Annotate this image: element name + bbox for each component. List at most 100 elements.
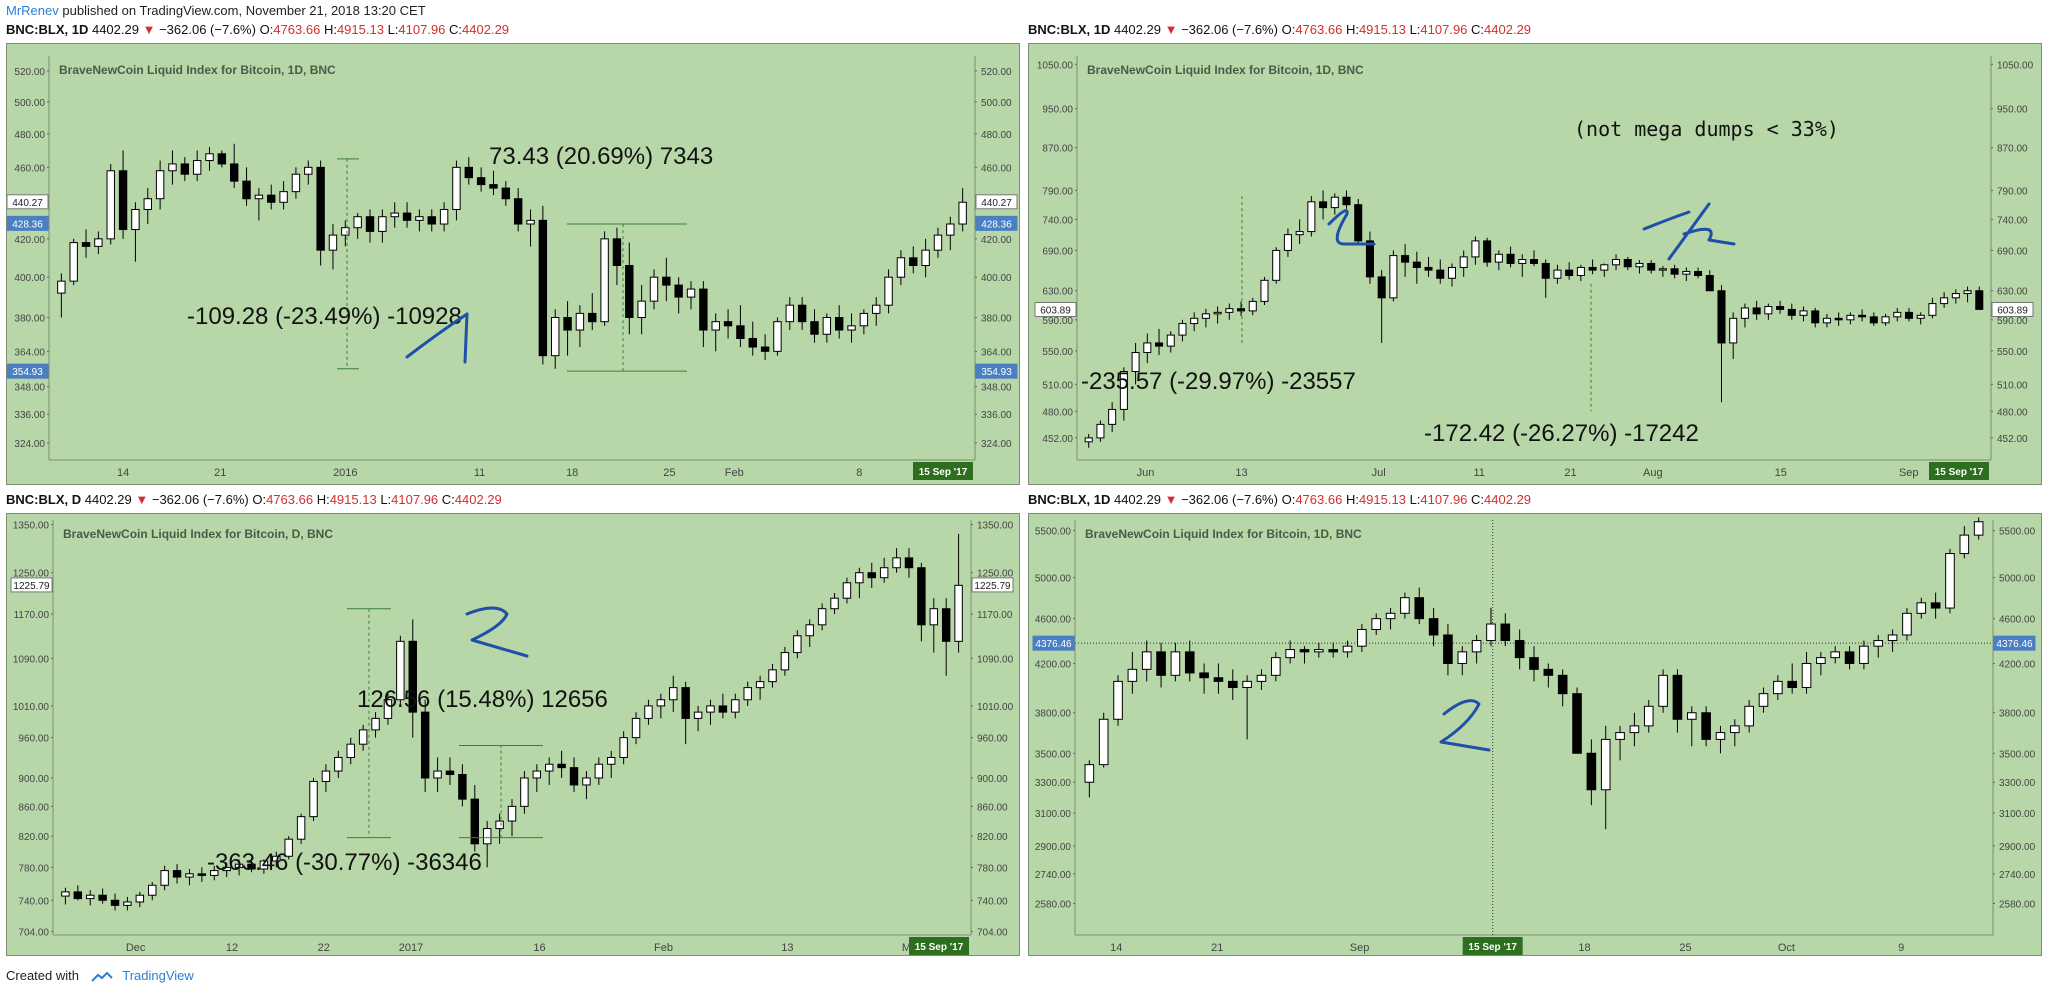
- candle: [1447, 263, 1456, 287]
- candle-body: [1776, 305, 1785, 310]
- candle-body: [284, 838, 293, 857]
- candle: [291, 167, 301, 199]
- candle: [378, 209, 387, 243]
- footer: Created with TradingView: [6, 968, 194, 983]
- x-tick-label: Jun: [1137, 467, 1155, 479]
- candle: [98, 888, 107, 904]
- y-tick-label-left: 1090.00: [13, 654, 50, 665]
- price-tag-box: [7, 194, 49, 210]
- candle: [85, 890, 95, 906]
- open-label: O:: [259, 22, 274, 37]
- price-tag-label: 428.36: [981, 219, 1012, 230]
- candle-body: [1951, 293, 1960, 299]
- y-tick-label-right: 3500.00: [1999, 749, 2036, 760]
- candle-body: [662, 276, 671, 286]
- candle: [1973, 517, 1984, 540]
- candle: [711, 313, 720, 352]
- candle-body: [1529, 657, 1539, 670]
- candle: [1190, 312, 1199, 332]
- candle-body: [180, 163, 190, 175]
- y-tick-label-right: 460.00: [981, 163, 1012, 174]
- candle: [316, 160, 325, 266]
- x-tick-label: 14: [117, 467, 129, 479]
- candle: [222, 862, 231, 878]
- y-tick-label-right: 5500.00: [1999, 527, 2036, 538]
- measure-label: -363.46 (-30.77%) -36346: [207, 849, 482, 876]
- candle-body: [1975, 290, 1984, 310]
- candle: [1730, 719, 1740, 747]
- y-tick-label-left: 630.00: [1042, 287, 1073, 298]
- candle-body: [371, 717, 380, 731]
- candle-body: [1844, 651, 1855, 664]
- candle: [452, 160, 461, 221]
- candle: [1295, 219, 1304, 245]
- author-link[interactable]: MrRenev: [6, 3, 59, 18]
- candle: [1529, 250, 1539, 267]
- candle-body: [1916, 602, 1927, 614]
- candle-body: [743, 687, 752, 701]
- candle: [210, 865, 219, 881]
- low-value: 4107.96: [391, 492, 439, 507]
- candle-body: [1787, 680, 1797, 688]
- candle: [656, 693, 666, 719]
- candle: [834, 305, 844, 339]
- chart-panel-2[interactable]: BraveNewCoin Liquid Index for Bitcoin, 1…: [1028, 43, 2042, 485]
- candle: [768, 664, 777, 688]
- candle: [396, 635, 405, 706]
- candle-body: [1623, 259, 1632, 268]
- y-tick-label-right: 1050.00: [1997, 60, 2034, 71]
- candle-body: [1518, 259, 1527, 264]
- y-tick-label-right: 1090.00: [977, 654, 1014, 665]
- y-tick-label-right: 420.00: [981, 235, 1012, 246]
- y-tick-label-left: 3300.00: [1035, 778, 1072, 789]
- candle-body: [631, 717, 641, 739]
- y-tick-label-left: 1250.00: [13, 569, 50, 580]
- price-tag: 4376.46: [1993, 635, 2036, 651]
- candle-body: [1500, 623, 1511, 642]
- chart-panel-4[interactable]: BraveNewCoin Liquid Index for Bitcoin, 1…: [1028, 513, 2042, 956]
- candle-body: [718, 705, 728, 713]
- candle-body: [1869, 316, 1878, 324]
- price-tag-box: [971, 577, 1014, 593]
- candle: [575, 305, 585, 348]
- candle: [662, 257, 671, 302]
- candle: [272, 851, 281, 868]
- candle-body: [1973, 521, 1984, 536]
- candle-body: [1588, 266, 1597, 271]
- candle-body: [1354, 204, 1363, 242]
- chart-panel-1[interactable]: BraveNewCoin Liquid Index for Bitcoin, 1…: [6, 43, 1020, 485]
- price-tag: 603.89: [1034, 301, 1077, 317]
- candle: [1859, 640, 1869, 670]
- chart-panel-3[interactable]: BraveNewCoin Liquid Index for Bitcoin, D…: [6, 513, 1020, 956]
- tradingview-link[interactable]: TradingView: [122, 968, 194, 983]
- y-tick-label-left: 860.00: [18, 802, 49, 813]
- candle: [1615, 725, 1625, 761]
- candle: [1940, 292, 1949, 308]
- candle: [1500, 613, 1511, 647]
- candle: [1902, 608, 1912, 641]
- candle-body: [321, 770, 331, 782]
- candle: [383, 693, 393, 725]
- candle-body: [1108, 408, 1117, 425]
- y-tick-label-left: 1350.00: [13, 521, 50, 532]
- candle-body: [1371, 618, 1382, 630]
- candle-body: [1342, 196, 1351, 206]
- y-tick-label-right: 3800.00: [1999, 709, 2036, 720]
- candle: [172, 864, 182, 884]
- candle-body: [378, 216, 387, 232]
- candle-body: [644, 705, 653, 719]
- candle-body: [155, 170, 165, 200]
- candle-body: [1272, 249, 1281, 281]
- candle: [785, 297, 795, 331]
- y-tick-label-right: 860.00: [977, 802, 1008, 813]
- y-tick-label-left: 460.00: [14, 163, 45, 174]
- candle-body: [470, 798, 480, 845]
- candle: [842, 577, 852, 604]
- candle-body: [1758, 693, 1769, 707]
- candle: [1414, 587, 1425, 625]
- candle-body: [637, 300, 646, 319]
- y-tick-label-left: 364.00: [14, 347, 45, 358]
- candle-body: [557, 763, 566, 769]
- candle-body: [420, 711, 430, 779]
- y-tick-label-right: 950.00: [1997, 105, 2028, 116]
